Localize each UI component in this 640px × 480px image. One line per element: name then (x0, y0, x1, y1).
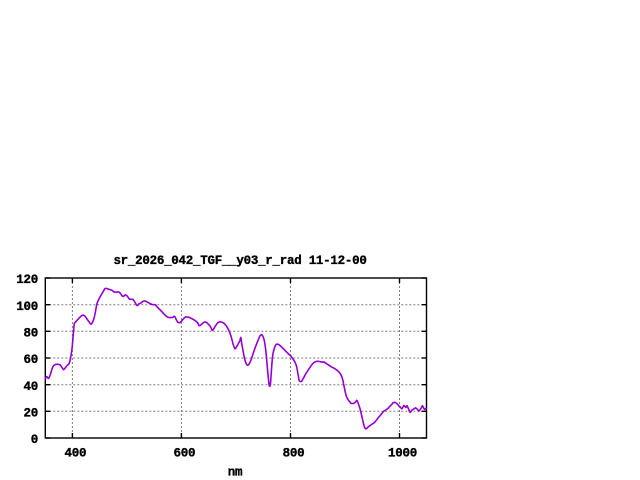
svg-text:60: 60 (24, 353, 38, 367)
svg-text:100: 100 (16, 300, 38, 314)
svg-text:sr_2026_042_TGF__y03_r_rad 11-: sr_2026_042_TGF__y03_r_rad 11-12-00 (113, 254, 366, 268)
svg-text:40: 40 (24, 380, 38, 394)
svg-text:400: 400 (65, 447, 87, 461)
svg-text:nm: nm (228, 466, 243, 480)
svg-text:120: 120 (16, 273, 38, 287)
svg-text:800: 800 (283, 447, 305, 461)
svg-text:0: 0 (31, 433, 38, 447)
svg-text:20: 20 (24, 406, 38, 420)
svg-text:600: 600 (174, 447, 196, 461)
svg-text:1000: 1000 (388, 447, 417, 461)
svg-text:80: 80 (24, 326, 38, 340)
